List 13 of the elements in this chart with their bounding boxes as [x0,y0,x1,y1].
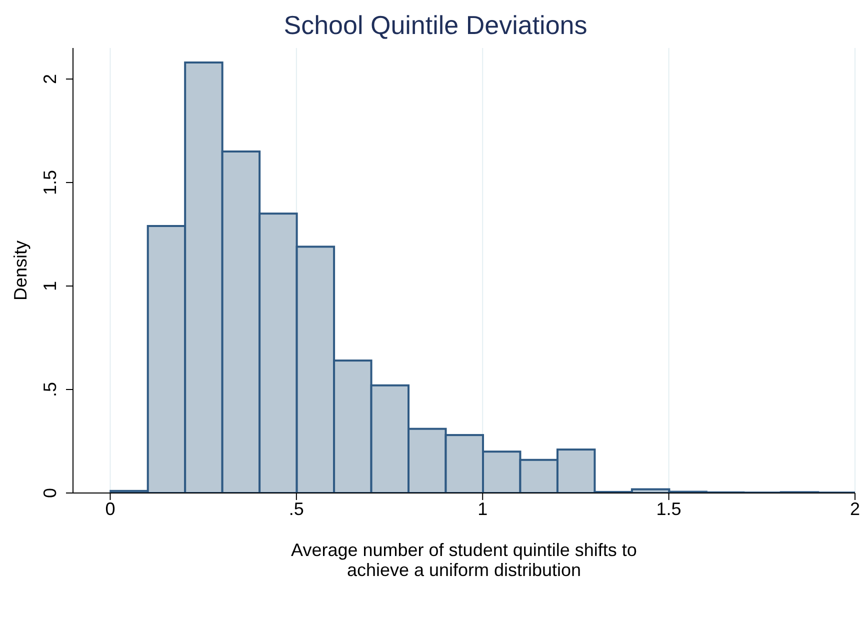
chart-title: School Quintile Deviations [282,10,588,41]
y-axis-title: Density [10,240,30,301]
x-tick-label: 0 [105,498,116,519]
y-tick-label: .5 [40,382,60,398]
y-tick-label: 1 [40,281,60,292]
x-tick-label: 2 [850,498,860,519]
x-tick-label: 1.5 [656,498,682,519]
y-tick-label: 1.5 [40,170,60,196]
y-tick-label: 2 [40,74,60,84]
y-tick-label: 0 [40,488,60,498]
x-tick-label: .5 [288,498,304,519]
x-tick-label: 1 [478,498,488,519]
x-axis-title: Average number of student quintile shifts to achieve a uniform distribution [290,540,638,580]
